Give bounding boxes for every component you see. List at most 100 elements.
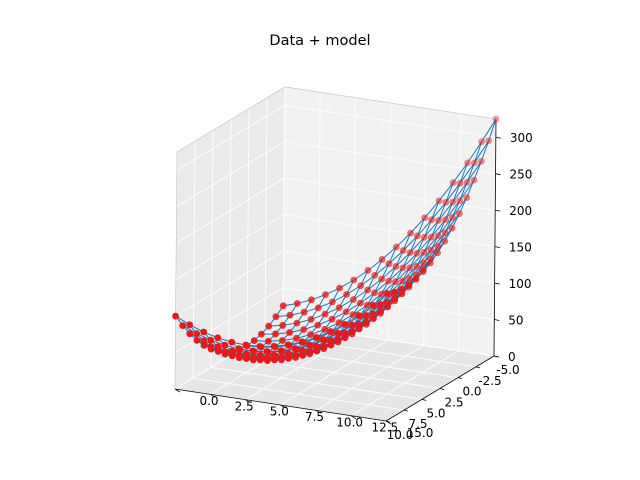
y-tick	[245, 399, 251, 404]
x-tick-label: 5.0	[426, 406, 445, 420]
grid-line-y-wall	[352, 97, 356, 335]
z-tick-label: 200	[509, 204, 532, 218]
data-point	[421, 214, 429, 222]
data-point	[435, 197, 443, 205]
data-point	[413, 249, 421, 257]
data-point	[399, 247, 407, 254]
scatter-points	[172, 115, 500, 364]
wireframe-line	[268, 160, 482, 327]
data-point	[228, 338, 236, 346]
data-point	[420, 233, 428, 241]
data-point	[413, 262, 421, 270]
data-point	[277, 347, 285, 355]
data-point	[193, 336, 201, 344]
data-point	[292, 351, 299, 359]
data-point	[328, 315, 336, 323]
data-point	[355, 320, 363, 328]
data-point	[463, 194, 471, 202]
data-point	[235, 352, 243, 359]
y-tick	[315, 409, 321, 414]
x-tick-label: -2.5	[478, 374, 501, 388]
data-point	[363, 301, 371, 309]
y-tick-label: 2.5	[235, 399, 254, 413]
grid-line-x-wall	[228, 119, 232, 357]
data-point	[406, 264, 414, 272]
wireframe-line	[239, 227, 453, 353]
x-tick-label: 10.0	[387, 428, 414, 442]
data-point	[250, 337, 258, 344]
data-point	[186, 330, 194, 338]
z-tick-label: 100	[509, 277, 532, 291]
z-tick-label: 250	[510, 168, 533, 182]
x-tick-label: -5.0	[496, 363, 519, 377]
data-point	[383, 298, 391, 306]
data-point	[398, 285, 405, 293]
data-point	[392, 263, 400, 270]
data-point	[334, 329, 341, 337]
x-tick-label: 2.5	[444, 396, 463, 410]
data-point	[362, 318, 370, 326]
data-point	[214, 334, 222, 342]
data-point	[343, 291, 350, 298]
data-point	[448, 224, 456, 232]
data-point	[314, 304, 322, 312]
data-point	[427, 246, 435, 254]
data-point	[420, 259, 427, 267]
z-tick	[494, 282, 500, 285]
data-point	[335, 319, 343, 327]
x-tick	[439, 388, 445, 390]
x-tick	[457, 377, 463, 380]
data-point	[419, 268, 427, 276]
grid-line-x-wall	[246, 108, 250, 346]
data-point	[383, 290, 391, 297]
grid-line-z	[175, 177, 496, 244]
y-tick-label: 5.0	[270, 405, 289, 419]
data-point	[291, 345, 299, 352]
data-point	[406, 249, 414, 256]
wireframe-line	[372, 141, 483, 306]
data-point	[207, 343, 215, 351]
data-point	[272, 330, 279, 338]
grid-line-x-wall	[192, 141, 196, 379]
data-point	[376, 301, 384, 308]
data-point	[355, 312, 363, 319]
wireframe-line	[261, 179, 475, 335]
data-point	[327, 337, 334, 344]
data-point	[293, 300, 301, 307]
data-point	[186, 321, 194, 329]
data-point	[334, 336, 342, 344]
z-axis-line	[493, 118, 497, 357]
data-point	[442, 198, 450, 206]
wireframe-line	[275, 140, 490, 318]
chart-title: Data + model	[269, 33, 371, 49]
data-point	[284, 341, 292, 349]
data-point	[277, 354, 285, 361]
data-point	[327, 328, 334, 335]
data-point	[464, 159, 471, 167]
data-point	[364, 267, 372, 274]
data-point	[293, 334, 300, 342]
z-tick-label: 0	[508, 350, 516, 364]
data-point	[300, 308, 308, 316]
data-point	[369, 310, 377, 318]
data-point	[385, 277, 392, 285]
data-point	[200, 337, 208, 345]
data-point	[329, 298, 336, 306]
wireframe-line	[182, 291, 395, 353]
data-point	[221, 348, 229, 356]
data-point	[284, 350, 292, 358]
y-tick-label: 0.0	[199, 394, 218, 408]
grid-line-y-wall	[282, 86, 286, 325]
data-point	[242, 341, 250, 349]
data-point	[342, 308, 350, 316]
grid-line-z	[176, 141, 496, 208]
data-point	[357, 282, 365, 290]
data-point	[306, 348, 313, 355]
data-point	[456, 210, 463, 218]
data-point	[376, 307, 384, 315]
data-point	[320, 342, 327, 350]
data-point	[270, 342, 278, 350]
data-point	[298, 338, 306, 346]
data-point	[362, 312, 370, 319]
